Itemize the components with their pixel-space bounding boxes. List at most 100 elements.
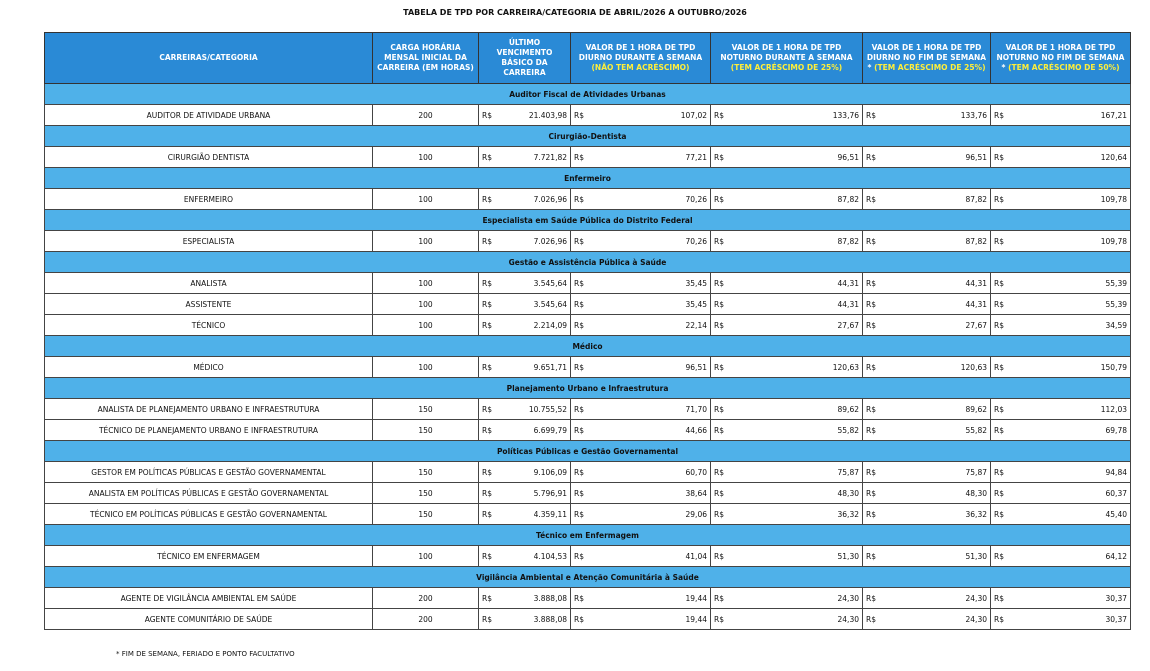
money: R$ 167,21 [994, 111, 1127, 120]
money: R$ 3.888,08 [482, 594, 567, 603]
group-name: Cirurgião-Dentista [44, 125, 1131, 147]
currency: R$ [714, 194, 724, 204]
money-cell: R$ 109,78 [990, 230, 1131, 252]
money-cell: R$ 89,62 [710, 398, 863, 420]
amount: 36,32 [965, 509, 987, 519]
money-cell: R$ 167,21 [990, 104, 1131, 126]
currency: R$ [574, 194, 584, 204]
money: R$ 71,70 [574, 405, 707, 414]
amount: 19,44 [685, 614, 707, 624]
amount: 45,40 [1105, 509, 1127, 519]
amount: 44,31 [965, 299, 987, 309]
amount: 7.026,96 [533, 236, 567, 246]
category: CIRURGIÃO DENTISTA [44, 146, 373, 168]
money: R$ 24,30 [866, 615, 987, 624]
amount: 70,26 [685, 236, 707, 246]
currency: R$ [714, 110, 724, 120]
money: R$ 24,30 [714, 594, 859, 603]
money: R$ 96,51 [714, 153, 859, 162]
money-cell: R$ 55,82 [862, 419, 991, 441]
money-cell: R$ 55,82 [710, 419, 863, 441]
amount: 96,51 [965, 152, 987, 162]
money: R$ 9.651,71 [482, 363, 567, 372]
money: R$ 45,40 [994, 510, 1127, 519]
money: R$ 55,39 [994, 300, 1127, 309]
category: ENFERMEIRO [44, 188, 373, 210]
money: R$ 30,37 [994, 594, 1127, 603]
money: R$ 112,03 [994, 405, 1127, 414]
amount: 4.359,11 [533, 509, 567, 519]
amount: 36,32 [837, 509, 859, 519]
data-row: ANALISTA EM POLÍTICAS PÚBLICAS E GESTÃO … [44, 482, 1131, 504]
data-row: AGENTE DE VIGILÂNCIA AMBIENTAL EM SAÚDE 2… [44, 587, 1131, 609]
money: R$ 55,39 [994, 279, 1127, 288]
money-cell: R$ 24,30 [862, 608, 991, 630]
money-cell: R$ 2.214,09 [478, 314, 571, 336]
amount: 44,31 [837, 299, 859, 309]
money: R$ 75,87 [866, 468, 987, 477]
data-row: MÉDICO 100 R$ 9.651,71 R$ 96,51 R$ 120,63 R$ 120,… [44, 356, 1131, 378]
group-name: Planejamento Urbano e Infraestrutura [44, 377, 1131, 399]
currency: R$ [574, 551, 584, 561]
currency: R$ [866, 152, 876, 162]
column-header: VALOR DE 1 HORA DE TPD NOTURNO DURANTE A… [710, 32, 863, 84]
header-row: CARREIRAS/CATEGORIA CARGA HORÁRIA MENSAL … [44, 32, 1131, 84]
money: R$ 70,26 [574, 195, 707, 204]
money: R$ 41,04 [574, 552, 707, 561]
amount: 24,30 [837, 614, 859, 624]
money-cell: R$ 35,45 [570, 293, 711, 315]
money-cell: R$ 120,64 [990, 146, 1131, 168]
hours: 200 [372, 104, 479, 126]
money-cell: R$ 112,03 [990, 398, 1131, 420]
currency: R$ [714, 152, 724, 162]
money-cell: R$ 48,30 [862, 482, 991, 504]
currency: R$ [866, 236, 876, 246]
money-cell: R$ 3.545,64 [478, 272, 571, 294]
money: R$ 44,31 [866, 300, 987, 309]
money-cell: R$ 77,21 [570, 146, 711, 168]
category: TÉCNICO [44, 314, 373, 336]
money: R$ 60,70 [574, 468, 707, 477]
currency: R$ [994, 551, 1004, 561]
currency: R$ [994, 320, 1004, 330]
hours: 100 [372, 545, 479, 567]
currency: R$ [994, 509, 1004, 519]
amount: 96,51 [837, 152, 859, 162]
money: R$ 3.545,64 [482, 279, 567, 288]
money: R$ 21.403,98 [482, 111, 567, 120]
money: R$ 2.214,09 [482, 321, 567, 330]
category: ESPECIALISTA [44, 230, 373, 252]
money: R$ 120,63 [714, 363, 859, 372]
column-header: CARGA HORÁRIA MENSAL INICIAL DA CARREIRA… [372, 32, 479, 84]
currency: R$ [714, 509, 724, 519]
category: AGENTE DE VIGILÂNCIA AMBIENTAL EM SAÚDE [44, 587, 373, 609]
amount: 133,76 [832, 110, 859, 120]
money-cell: R$ 87,82 [710, 230, 863, 252]
money: R$ 87,82 [714, 237, 859, 246]
hours: 150 [372, 419, 479, 441]
money-cell: R$ 3.888,08 [478, 608, 571, 630]
footnote: * FIM DE SEMANA, FERIADO E PONTO FACULTA… [116, 650, 295, 658]
header-text: CARREIRAS/CATEGORIA [159, 53, 258, 62]
amount: 120,63 [960, 362, 987, 372]
money-cell: R$ 150,79 [990, 356, 1131, 378]
amount: 55,82 [965, 425, 987, 435]
money-cell: R$ 34,59 [990, 314, 1131, 336]
amount: 7.721,82 [533, 152, 567, 162]
money: R$ 44,31 [714, 300, 859, 309]
currency: R$ [574, 362, 584, 372]
money: R$ 24,30 [866, 594, 987, 603]
amount: 5.796,91 [533, 488, 567, 498]
money: R$ 24,30 [714, 615, 859, 624]
money-cell: R$ 64,12 [990, 545, 1131, 567]
currency: R$ [714, 299, 724, 309]
money: R$ 75,87 [714, 468, 859, 477]
money-cell: R$ 75,87 [710, 461, 863, 483]
group-row: Vigilância Ambiental e Atenção Comunitár… [44, 566, 1131, 588]
money: R$ 35,45 [574, 279, 707, 288]
amount: 24,30 [965, 614, 987, 624]
currency: R$ [482, 509, 492, 519]
money-cell: R$ 70,26 [570, 188, 711, 210]
data-row: AUDITOR DE ATIVIDADE URBANA 200 R$ 21.403,9… [44, 104, 1131, 126]
data-row: CIRURGIÃO DENTISTA 100 R$ 7.721,82 R$ 77,21 R$… [44, 146, 1131, 168]
